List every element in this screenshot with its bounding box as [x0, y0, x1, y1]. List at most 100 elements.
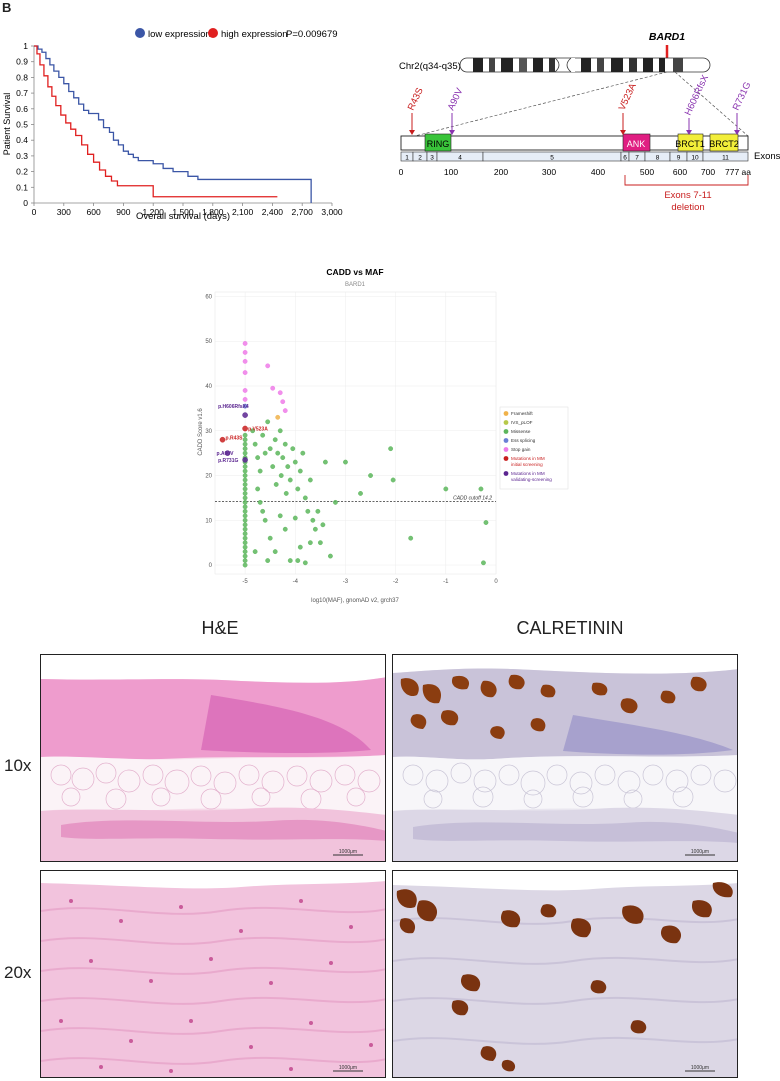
missense-point: [283, 491, 289, 496]
col-label-calretinin: CALRETININ: [516, 618, 624, 638]
km-ytick-label: 0.9: [16, 57, 28, 67]
km-ytick-label: 0: [23, 198, 28, 208]
missense-point: [242, 482, 248, 487]
missense-point: [262, 450, 268, 456]
missense-point: [242, 535, 248, 541]
mutation-annotation: p.H606RfsX4: [218, 404, 249, 410]
missense-point: [242, 441, 248, 447]
legend-label: Missense: [511, 429, 531, 434]
missense-point: [267, 446, 273, 452]
missense-point: [278, 473, 284, 478]
zoom-line-right: [674, 71, 749, 137]
exon-label: 1: [405, 155, 409, 162]
missense-point: [242, 558, 248, 563]
domain-ring: [424, 133, 452, 152]
stop-gain-point: [270, 385, 276, 391]
missense-point: [315, 508, 321, 514]
missense-point: [242, 450, 248, 456]
mutation-annotation: p.R43S: [226, 435, 244, 441]
missense-point: [257, 468, 263, 474]
exon-label: 11: [722, 155, 729, 162]
stop-gain-point: [242, 388, 248, 393]
exon-label: 4: [458, 155, 462, 162]
aa-tick-label: 0: [399, 167, 404, 177]
mutation-annotation: p.A90V: [217, 451, 235, 457]
km-ytick-label: 0.7: [16, 88, 28, 98]
missense-point: [265, 419, 271, 425]
mutation-r43s: R43S: [406, 86, 426, 112]
missense-point: [302, 495, 308, 501]
legend-high-label: high expression: [221, 29, 288, 40]
scatter-title: CADD vs MAF: [326, 267, 383, 277]
aa-axis: 0 100 200 300 400 500 600 700 777 aa: [399, 167, 752, 177]
km-xtick-label: 2,700: [292, 207, 314, 217]
missense-point: [242, 491, 248, 496]
scale-bar-he-10x: 1000μm: [339, 849, 357, 855]
domain-ring-label: RING: [427, 139, 450, 149]
missense-point: [302, 560, 308, 566]
domain-ank-label: ANK: [627, 139, 646, 149]
missense-point: [292, 515, 298, 521]
aa-tick-label: 600: [673, 167, 687, 177]
legend-swatch: [503, 429, 509, 434]
missense-point: [297, 468, 303, 474]
missense-point: [310, 517, 316, 523]
zoom-line-left: [414, 71, 668, 137]
missense-point: [280, 455, 286, 461]
mutation-a90v: A90V: [446, 86, 466, 112]
scatter-ytick-label: 60: [205, 294, 212, 300]
scatter-xtick-label: -2: [393, 579, 399, 585]
stop-gain-point: [242, 397, 248, 402]
micrograph-calretinin-10x: 1000μm: [392, 654, 738, 862]
km-xtick-label: 600: [87, 207, 101, 217]
stop-gain-point: [242, 350, 248, 355]
km-xtick-label: 1,200: [143, 207, 165, 217]
panel-letter: B: [2, 0, 12, 15]
km-legend: low expression high expression P=0.00967…: [135, 28, 338, 40]
km-xtick-label: 900: [116, 207, 130, 217]
micrograph-he-20x: 1000μm: [40, 870, 386, 1078]
missense-point: [242, 477, 248, 483]
legend-low-label: low expression: [148, 29, 211, 40]
missense-point: [478, 486, 484, 492]
exon-label: 10: [691, 155, 699, 162]
km-ytick-label: 0.1: [16, 182, 28, 192]
exons-label: Exons: [754, 151, 780, 162]
missense-point: [295, 558, 301, 563]
missense-point: [300, 450, 306, 456]
missense-point: [305, 508, 311, 514]
missense-point: [287, 477, 293, 483]
km-ytick-label: 0.2: [16, 167, 28, 177]
km-line-high: [34, 45, 278, 198]
missense-point: [242, 473, 248, 478]
missense-point: [483, 520, 489, 525]
missense-point: [320, 522, 326, 528]
missense-point: [242, 508, 248, 514]
mutation-v523a: V523A: [617, 81, 639, 112]
gene-name: BARD1: [649, 31, 685, 43]
legend-label: Ess splicing: [511, 438, 536, 443]
missense-point: [343, 459, 348, 465]
mm-initial-point: [219, 436, 226, 443]
missense-point: [287, 558, 293, 563]
domain-brct1-label: BRCT1: [675, 139, 705, 149]
exon-label: 7: [635, 155, 639, 162]
row-label-10x: 10x: [4, 756, 32, 775]
missense-point: [252, 441, 258, 447]
aa-tick-label: 200: [494, 167, 508, 177]
km-ytick-label: 0.3: [16, 151, 28, 161]
missense-point: [388, 446, 394, 452]
missense-point: [267, 535, 273, 541]
legend-swatch: [503, 471, 509, 476]
missense-point: [242, 486, 248, 492]
chromosome-ideogram: [459, 57, 711, 73]
scatter-ytick-label: 40: [205, 384, 212, 390]
legend-label: IVS_pLOF: [511, 420, 533, 425]
km-xlabel: Overall survival (days): [136, 211, 230, 222]
aa-tick-label: 400: [591, 167, 605, 177]
aa-tick-label: 300: [542, 167, 556, 177]
km-xtick-label: 300: [57, 207, 71, 217]
missense-point: [358, 491, 363, 496]
missense-point: [242, 526, 248, 532]
km-xtick-label: 2,400: [262, 207, 284, 217]
